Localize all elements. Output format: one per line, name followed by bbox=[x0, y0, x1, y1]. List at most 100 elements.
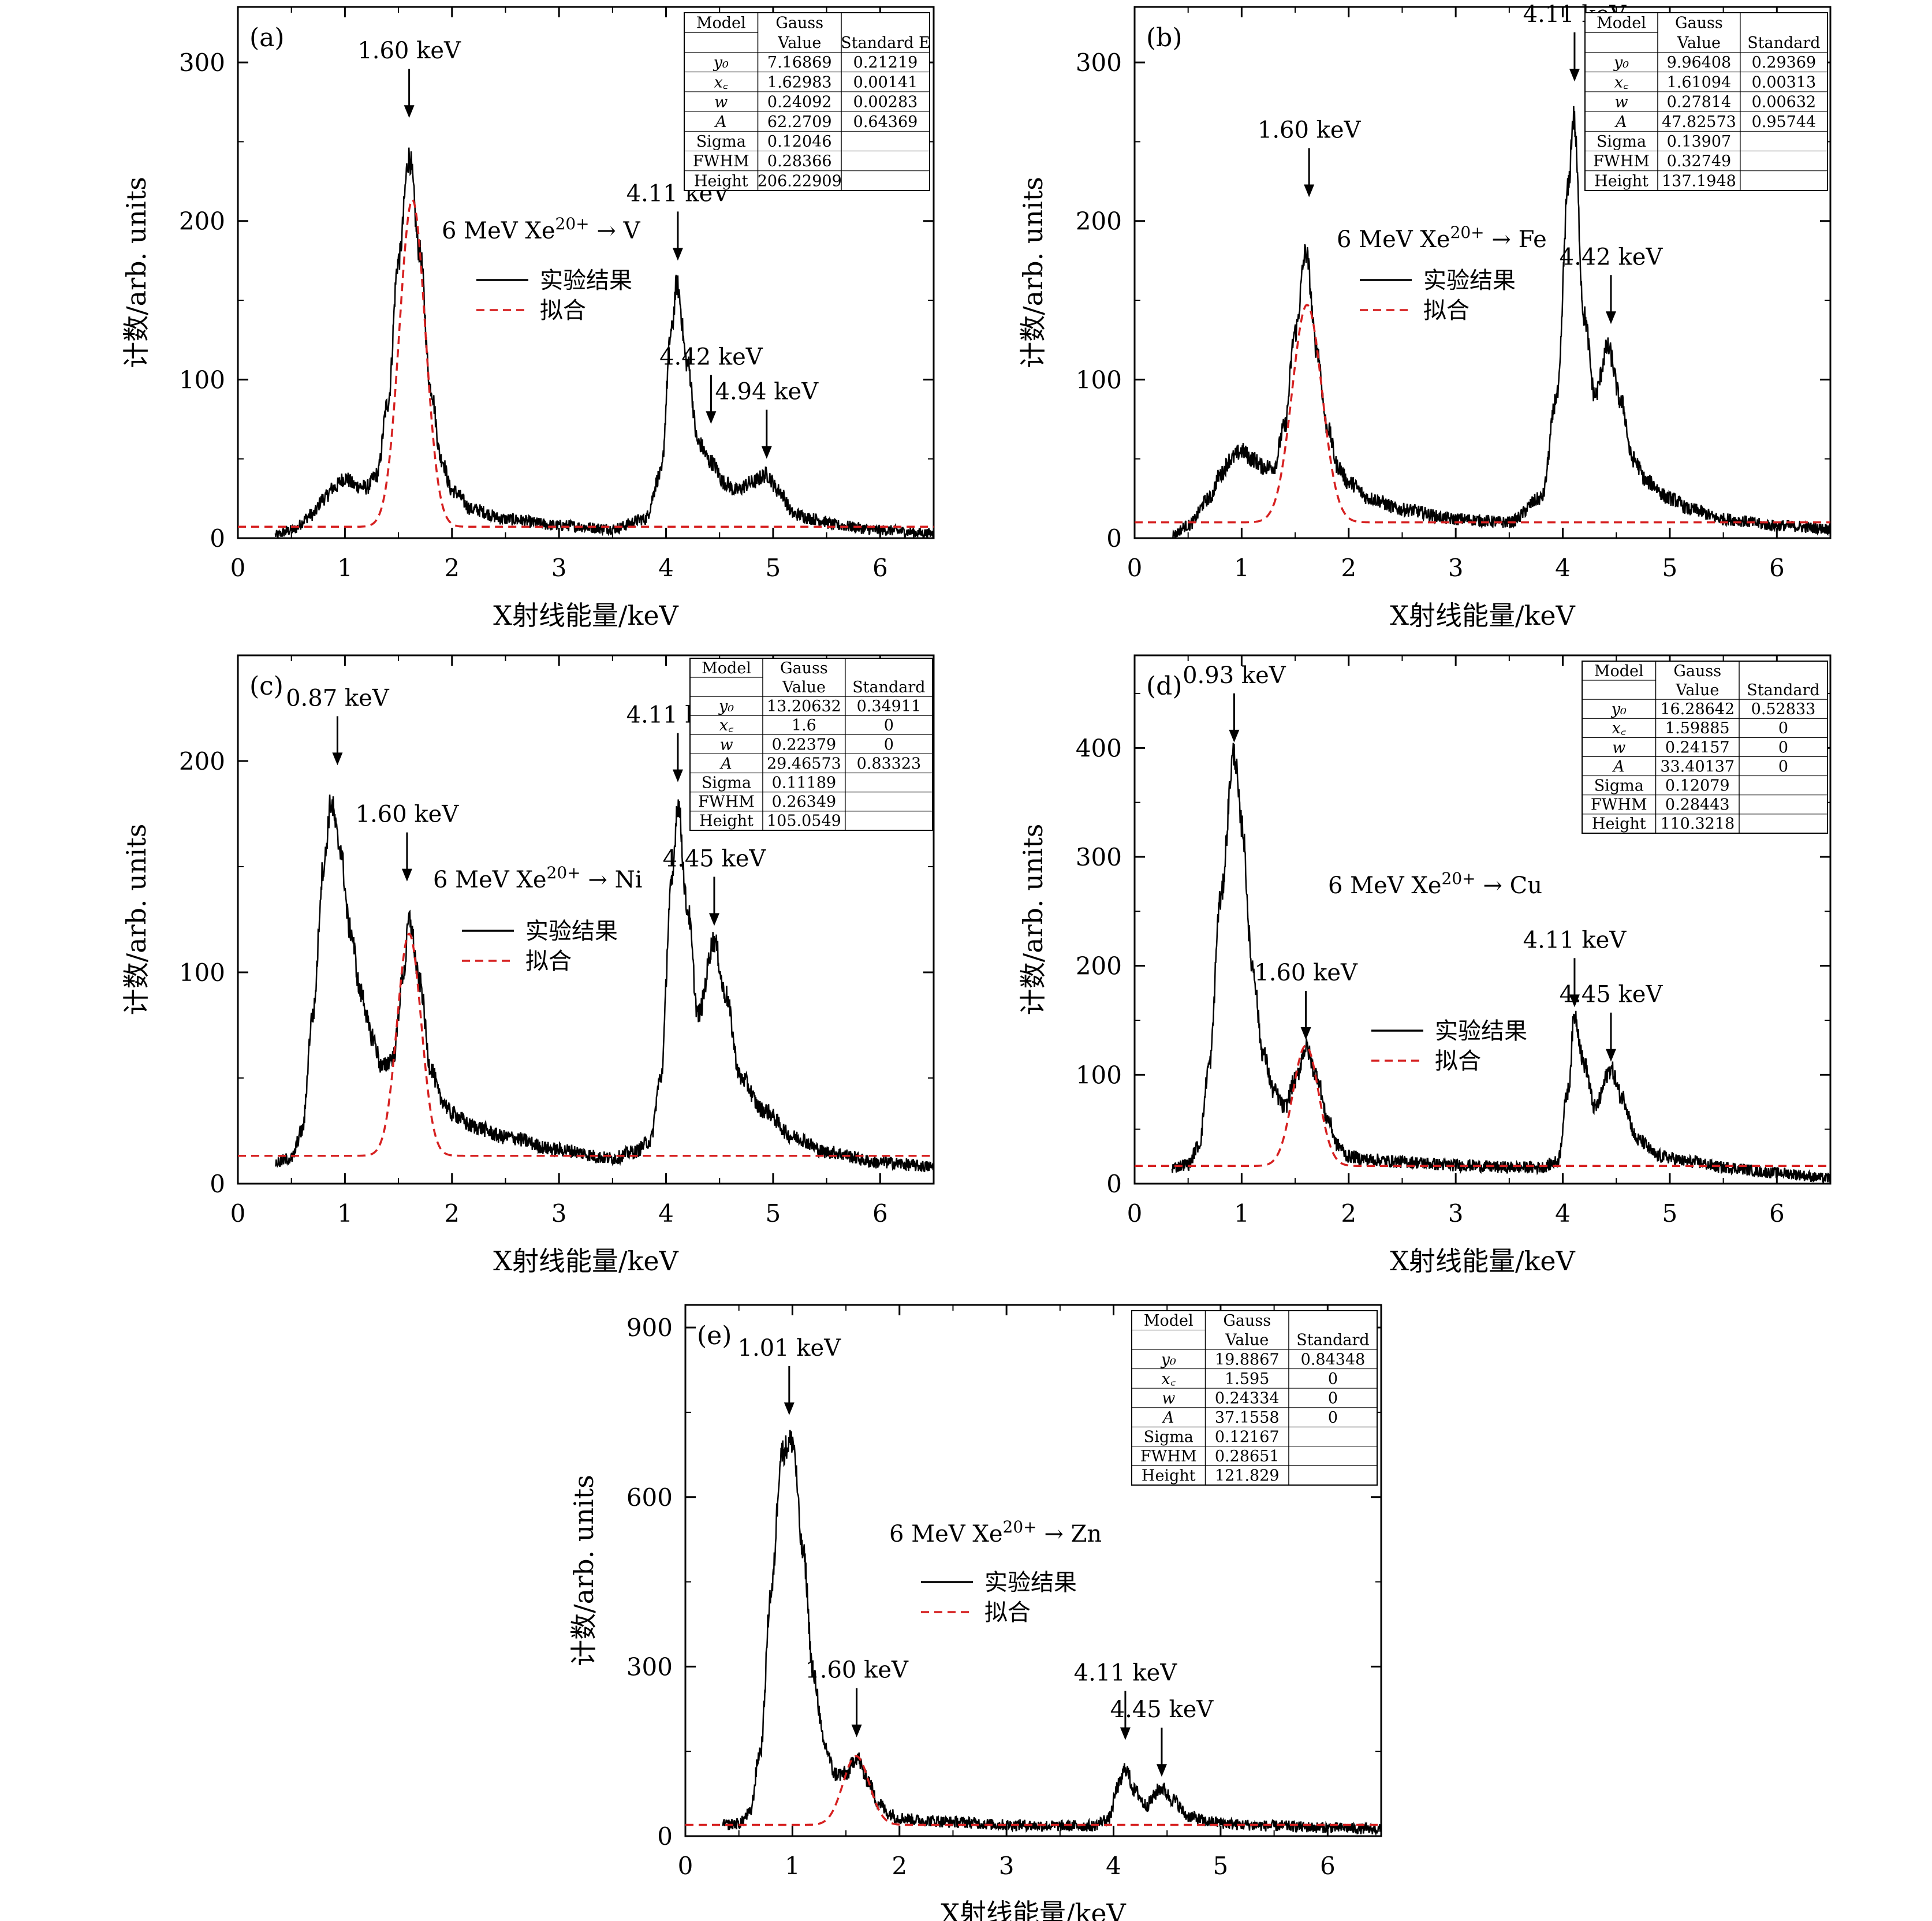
peak-label: 4.11 keV bbox=[1523, 927, 1627, 953]
fit-table-value: 0.26349 bbox=[772, 793, 837, 811]
panel-label: (c) bbox=[249, 672, 284, 701]
fit-table-value: 47.82573 bbox=[1662, 113, 1736, 131]
peak-label: 0.87 keV bbox=[286, 685, 390, 711]
peak-label: 4.45 keV bbox=[663, 845, 767, 872]
fit-table-header: Gauss bbox=[1223, 1312, 1271, 1330]
peak-arrow-head bbox=[1569, 69, 1580, 82]
chart-panel-0: 0 1 2 3 4 5 6 0 100 200 300 X射线能量/keV 计数/arb. units (… bbox=[121, 6, 935, 631]
peak-arrow-head bbox=[1300, 1027, 1311, 1040]
reaction-label: 6 MeV Xe20+ → Zn bbox=[889, 1517, 1102, 1547]
fit-table-frame bbox=[689, 658, 933, 831]
x-tick-label: 3 bbox=[1448, 1199, 1464, 1228]
y-tick-label: 300 bbox=[1076, 843, 1122, 871]
fit-table-value: 0.28366 bbox=[767, 152, 832, 170]
y-tick-label: 300 bbox=[179, 49, 225, 77]
fit-table-subheader: Standard bbox=[852, 678, 925, 696]
fit-table-value: 121.829 bbox=[1215, 1467, 1280, 1485]
fit-table-error: 0 bbox=[1778, 758, 1788, 775]
fit-table-value: 0.22379 bbox=[772, 736, 837, 754]
peak-label: 4.45 keV bbox=[1560, 982, 1664, 1008]
y-axis-label: 计数/arb. units bbox=[1017, 824, 1049, 1016]
fit-table-param: FWHM bbox=[1593, 152, 1650, 170]
y-tick-label: 200 bbox=[1076, 207, 1122, 236]
fit-table-subheader: Standard E bbox=[841, 34, 930, 52]
fit-table-param: A bbox=[1161, 1409, 1174, 1427]
fit-table-error: 0.64369 bbox=[853, 113, 918, 131]
y-tick-label: 100 bbox=[179, 958, 225, 987]
fit-table-param: FWHM bbox=[698, 793, 755, 811]
x-tick-label: 0 bbox=[678, 1852, 693, 1880]
peak-label: 0.93 keV bbox=[1183, 662, 1286, 689]
y-tick-label: 0 bbox=[657, 1822, 673, 1851]
plot-frame bbox=[237, 6, 935, 539]
fit-table-value: 1.59885 bbox=[1665, 719, 1730, 737]
fit-table-header: Gauss bbox=[1675, 14, 1723, 32]
x-tick-label: 2 bbox=[892, 1852, 907, 1880]
peak-label: 4.11 keV bbox=[1074, 1660, 1178, 1687]
fit-table-subheader: Value bbox=[1675, 681, 1719, 699]
fit-table-param: x꜀ bbox=[1161, 1370, 1176, 1388]
fit-table-param: FWHM bbox=[1140, 1448, 1197, 1465]
y-tick-label: 0 bbox=[1106, 1170, 1122, 1198]
y-tick-label: 0 bbox=[1106, 524, 1122, 553]
fit-table-header: Model bbox=[1144, 1312, 1193, 1330]
fit-table-value: 110.3218 bbox=[1660, 815, 1735, 833]
y-tick-label: 200 bbox=[179, 747, 225, 775]
peak-arrow-head bbox=[332, 752, 343, 766]
plot-frame bbox=[684, 1304, 1382, 1837]
x-tick-label: 1 bbox=[337, 554, 353, 582]
fit-table-param: x꜀ bbox=[714, 73, 728, 91]
fit-table-error: 0 bbox=[884, 717, 894, 734]
fit-table-value: 0.24092 bbox=[767, 94, 832, 111]
fit-table-error: 0.21219 bbox=[853, 54, 918, 72]
x-axis-label: X射线能量/keV bbox=[941, 1898, 1126, 1921]
chart-panel-4: 0 1 2 3 4 5 6 0 300 600 900 X射线能量/keV 计数/arb. units (… bbox=[568, 1304, 1382, 1921]
fit-table-param: w bbox=[1612, 738, 1625, 756]
y-axis-label: 计数/arb. units bbox=[1017, 177, 1049, 368]
x-tick-label: 5 bbox=[1662, 554, 1678, 582]
fit-table-subheader: Standard bbox=[1747, 34, 1820, 52]
fit-table-param: A bbox=[719, 755, 732, 773]
x-tick-label: 2 bbox=[1341, 554, 1356, 582]
fit-table-value: 0.27814 bbox=[1667, 94, 1732, 111]
legend-experiment-label: 实验结果 bbox=[1423, 267, 1516, 294]
peak-arrow-head bbox=[1605, 311, 1616, 324]
fit-table-value: 13.20632 bbox=[767, 697, 841, 715]
x-tick-label: 6 bbox=[872, 1199, 888, 1228]
fit-table-param: A bbox=[1614, 113, 1627, 131]
x-tick-label: 6 bbox=[1769, 554, 1785, 582]
x-tick-label: 4 bbox=[1555, 554, 1571, 582]
fit-table-param: w bbox=[719, 736, 733, 754]
fit-table-error: 0 bbox=[1778, 738, 1788, 756]
y-tick-label: 400 bbox=[1076, 734, 1122, 762]
fit-table-value: 137.1948 bbox=[1662, 172, 1736, 190]
peak-arrow-head bbox=[1304, 184, 1315, 197]
y-axis-label: 计数/arb. units bbox=[121, 824, 152, 1016]
peak-arrow-head bbox=[1569, 994, 1580, 1008]
fit-table-param: Height bbox=[1142, 1467, 1196, 1485]
fit-table-param: y₀ bbox=[1161, 1351, 1176, 1368]
peak-arrow-head bbox=[672, 769, 683, 782]
fit-table-subheader: Standard bbox=[1296, 1331, 1369, 1349]
peak-label: 1.60 keV bbox=[1258, 117, 1362, 144]
fit-table-value: 206.22909 bbox=[758, 172, 842, 190]
fit-table-param: Height bbox=[694, 172, 748, 190]
peak-label: 4.42 keV bbox=[659, 344, 763, 370]
x-tick-label: 3 bbox=[551, 1199, 567, 1228]
fit-table-value: 9.96408 bbox=[1667, 54, 1732, 72]
y-tick-label: 0 bbox=[210, 1170, 225, 1198]
fit-table-header: Model bbox=[1597, 14, 1646, 32]
fit-table-error: 0.95744 bbox=[1752, 113, 1817, 131]
fit-table-frame bbox=[1584, 12, 1828, 191]
fit-table-param: Sigma bbox=[1594, 777, 1644, 794]
fit-table-header: Model bbox=[696, 14, 746, 32]
fit-table-param: y₀ bbox=[1613, 54, 1629, 72]
plot-frame bbox=[237, 654, 935, 1185]
legend-experiment-label: 实验结果 bbox=[525, 918, 618, 945]
fit-table-value: 1.6 bbox=[792, 717, 816, 734]
x-tick-label: 3 bbox=[551, 554, 567, 582]
fit-table-subheader: Value bbox=[1225, 1331, 1269, 1349]
fit-table-value: 29.46573 bbox=[767, 755, 841, 773]
x-axis-label: X射线能量/keV bbox=[493, 1245, 678, 1277]
reaction-label: 6 MeV Xe20+ → Fe bbox=[1337, 223, 1547, 253]
